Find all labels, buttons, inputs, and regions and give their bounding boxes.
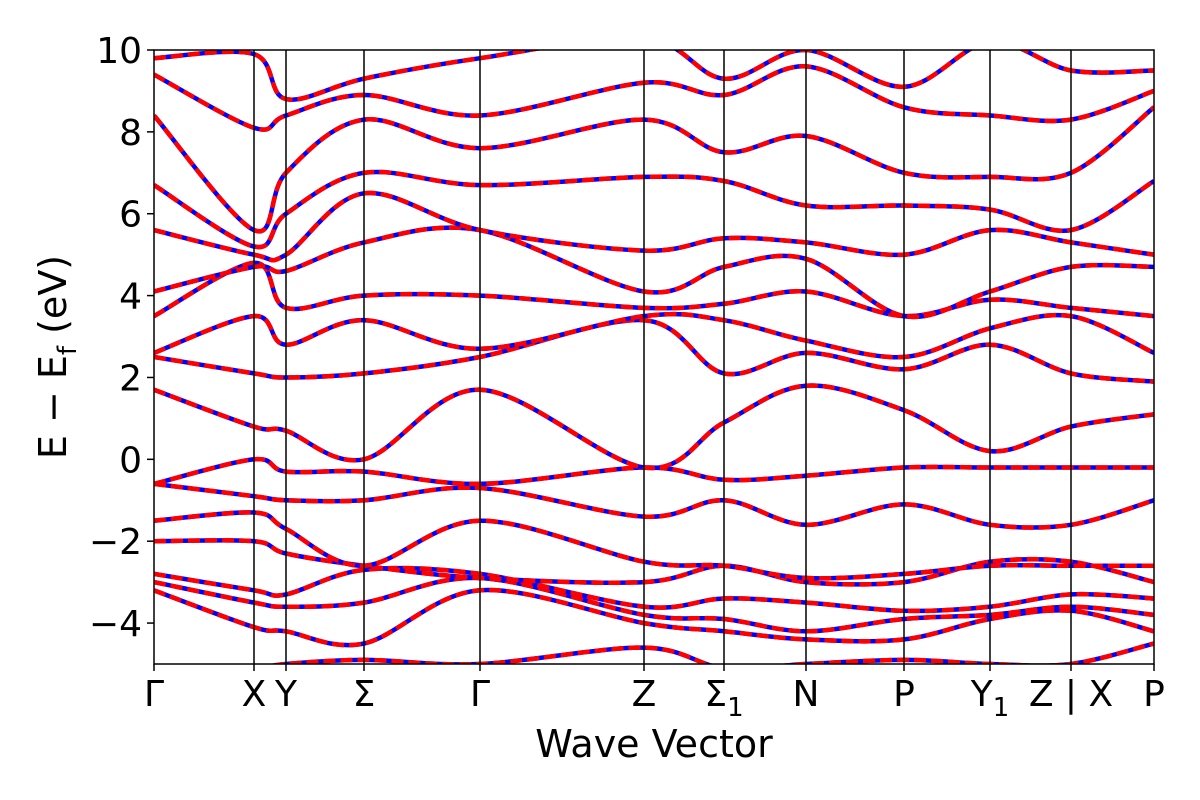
band-lines [154,50,1154,664]
band-line-red-7 [154,456,1154,487]
band-line-red-3 [154,565,1154,614]
band-line-red-2 [154,575,1154,634]
y-tick-label-3: 2 [119,358,142,399]
y-tick-label-6: 8 [119,113,142,154]
band-line-red-15 [154,105,1154,234]
high-symmetry-lines [253,50,1072,664]
plot-frame [153,49,1155,665]
x-tick-label-11: P [1143,674,1165,715]
band-line-red-14 [154,169,1154,250]
y-tick-label-5: 6 [119,195,142,236]
x-axis-title: Wave Vector [535,722,773,766]
y-axis-title: E − Ef (eV) [31,255,83,459]
x-tick-label-4: Γ [470,674,490,715]
band-line-red-11 [154,260,1154,319]
band-line-red-6 [154,481,1154,530]
band-line-blue-5 [154,510,1154,581]
band-line-blue-8 [154,383,1154,471]
band-line-red-4 [154,538,1154,587]
x-tick-label-5: Z [632,674,657,715]
y-tick-label-0: −4 [89,604,142,645]
band-line-red-9 [154,317,1154,384]
band-line-blue-6 [154,481,1154,530]
band-line-red-8 [154,383,1154,471]
band-line-red-5 [154,510,1154,581]
x-tick-label-2: Y [274,674,298,715]
x-tick-label-10: Z | X [1029,674,1113,715]
x-axis-ticks: Γ X Y Σ Γ Z Σ1 N P Y1 Z | X P [144,664,1165,723]
band-line-blue-9 [154,317,1154,384]
x-tick-label-1: X [242,674,267,715]
y-tick-label-1: −2 [89,522,142,563]
x-tick-label-6: Σ1 [704,674,743,723]
x-tick-label-9: Y1 [970,674,1010,723]
y-tick-label-4: 4 [119,277,142,318]
y-tick-label-2: 0 [119,440,142,481]
y-axis-ticks: −4 −2 0 2 4 6 8 10 [89,31,154,645]
band-line-red-0 [270,641,1154,664]
band-line-blue-17 [154,50,1154,102]
x-tick-label-0: Γ [144,674,164,715]
y-tick-label-7: 10 [96,31,142,72]
band-line-red-17 [154,50,1154,102]
x-tick-label-7: N [793,674,820,715]
x-tick-label-8: P [893,674,915,715]
x-tick-label-3: Σ [353,674,376,715]
band-line-red-16 [154,64,1154,132]
